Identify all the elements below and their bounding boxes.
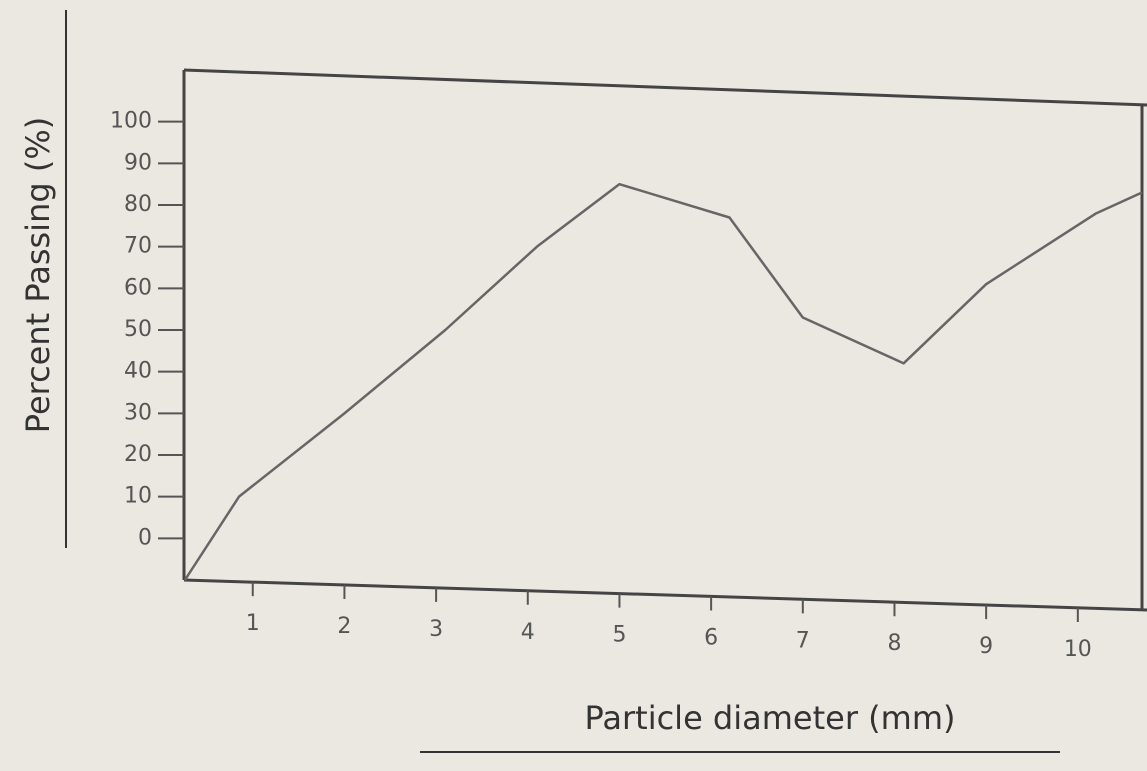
y-tick-label: 80 (124, 192, 152, 217)
x-tick-label: 3 (429, 617, 443, 642)
y-tick-label: 100 (110, 109, 152, 134)
y-axis-title: Percent Passing (%) (19, 117, 57, 433)
y-tick-label: 40 (124, 359, 152, 384)
x-tick-label: 2 (337, 614, 351, 639)
line (183, 182, 1143, 581)
x-tick-label: 10 (1064, 637, 1092, 662)
y-tick-label: 90 (124, 150, 152, 175)
y-tick-label: 70 (124, 234, 152, 259)
x-axis (183, 578, 1147, 612)
y-tick-label: 30 (124, 400, 152, 425)
y-tick-label: 20 (124, 442, 152, 467)
frame-top (183, 68, 1147, 107)
x-tick-label: 1 (246, 611, 260, 636)
y-tick-label: 0 (138, 525, 152, 550)
x-tick-label: 5 (612, 623, 626, 648)
y-tick-label: 60 (124, 275, 152, 300)
y-tick-label: 10 (124, 484, 152, 509)
y-tick-label: 50 (124, 317, 152, 342)
x-tick-label: 6 (704, 626, 718, 651)
x-axis-title: Particle diameter (mm) (585, 699, 956, 737)
x-tick-label: 9 (979, 634, 993, 659)
x-tick-label: 7 (796, 628, 810, 653)
x-tick-label: 8 (887, 631, 901, 656)
x-tick-label: 4 (521, 620, 535, 645)
